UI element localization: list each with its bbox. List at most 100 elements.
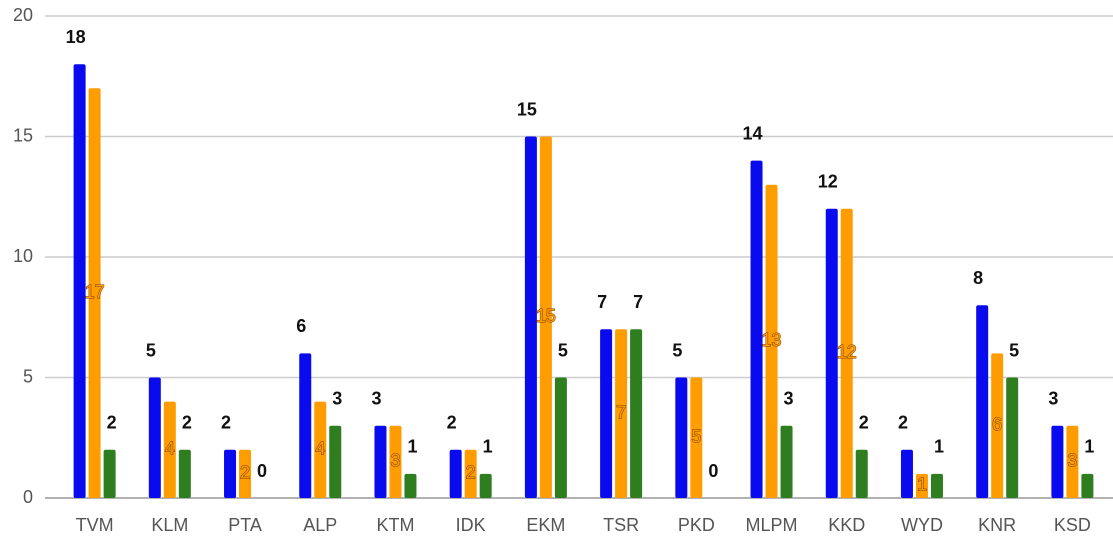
data-label: 7 [633,292,643,312]
x-tick-label: KNR [978,515,1016,535]
x-tick-label: MLPM [746,515,798,535]
data-label: 4 [165,439,175,459]
bar [239,449,252,498]
bar [1066,425,1079,498]
data-label: 5 [691,427,701,447]
bar [1051,425,1064,498]
bar [600,329,613,498]
data-label: 1 [483,437,493,457]
data-label: 12 [837,342,857,362]
data-label: 2 [107,413,117,433]
data-label: 0 [708,461,718,481]
x-tick-label: PKD [678,515,715,535]
data-label: 12 [818,172,838,192]
data-label: 2 [182,413,192,433]
data-label: 2 [221,413,231,433]
data-label: 2 [898,413,908,433]
bar [630,329,643,498]
bar [930,473,943,498]
data-label: 4 [315,439,325,459]
y-tick-label: 5 [23,366,33,386]
bar [389,425,402,498]
data-label: 1 [407,437,417,457]
data-label: 3 [1067,451,1077,471]
bar [73,64,86,498]
y-tick-label: 15 [13,125,33,145]
data-label: 3 [1048,388,1058,408]
bar [690,377,703,498]
x-tick-label: KSD [1054,515,1091,535]
bar [765,184,778,498]
data-label: 7 [597,292,607,312]
bar [224,449,237,498]
y-tick-label: 0 [23,487,33,507]
data-label: 0 [257,461,267,481]
data-label: 1 [917,475,927,495]
bar [374,425,387,498]
data-label: 3 [371,388,381,408]
bar [991,353,1004,498]
data-label: 5 [146,340,156,360]
x-tick-label: ALP [303,515,337,535]
bar [915,473,928,498]
x-tick-label: PTA [228,515,262,535]
x-tick-label: KTM [376,515,414,535]
x-tick-label: KLM [151,515,188,535]
bar [1081,473,1094,498]
data-label: 15 [517,99,537,119]
data-label: 8 [973,268,983,288]
data-label: 2 [859,413,869,433]
data-label: 5 [558,340,568,360]
bar [840,208,853,499]
bar [554,377,567,498]
bar [299,353,312,498]
data-label: 2 [447,413,457,433]
bar [524,136,537,498]
bar [449,449,462,498]
data-label: 5 [1009,340,1019,360]
bar [88,88,101,499]
bar [750,160,763,498]
bar [825,208,838,499]
data-label: 2 [240,463,250,483]
bar [479,473,492,498]
data-label: 14 [743,123,763,143]
data-label: 1 [1084,437,1094,457]
bar [163,401,176,498]
data-label: 1 [934,437,944,457]
data-label: 7 [616,402,626,422]
bar [675,377,688,498]
data-label: 3 [390,451,400,471]
data-label: 2 [466,463,476,483]
bar [464,449,477,498]
data-label: 18 [66,27,86,47]
data-label: 3 [784,388,794,408]
bar [314,401,327,498]
bar [178,449,191,498]
data-label: 6 [296,316,306,336]
data-label: 3 [332,388,342,408]
data-label: 5 [672,340,682,360]
bar [855,449,868,498]
bar [615,329,628,498]
x-tick-label: TVM [76,515,114,535]
data-label: 6 [992,414,1002,434]
bar [404,473,417,498]
x-tick-label: KKD [828,515,865,535]
data-label: 15 [536,306,556,326]
x-tick-label: WYD [901,515,943,535]
data-label: 13 [762,330,782,350]
bar [103,449,116,498]
bar [1006,377,1019,498]
y-tick-label: 10 [13,246,33,266]
y-tick-label: 20 [13,5,33,25]
bar [148,377,161,498]
x-tick-label: IDK [456,515,486,535]
bar [900,449,913,498]
bar [976,305,989,498]
bar [780,425,793,498]
bar [539,136,552,498]
x-tick-label: EKM [526,515,565,535]
bar [329,425,342,498]
